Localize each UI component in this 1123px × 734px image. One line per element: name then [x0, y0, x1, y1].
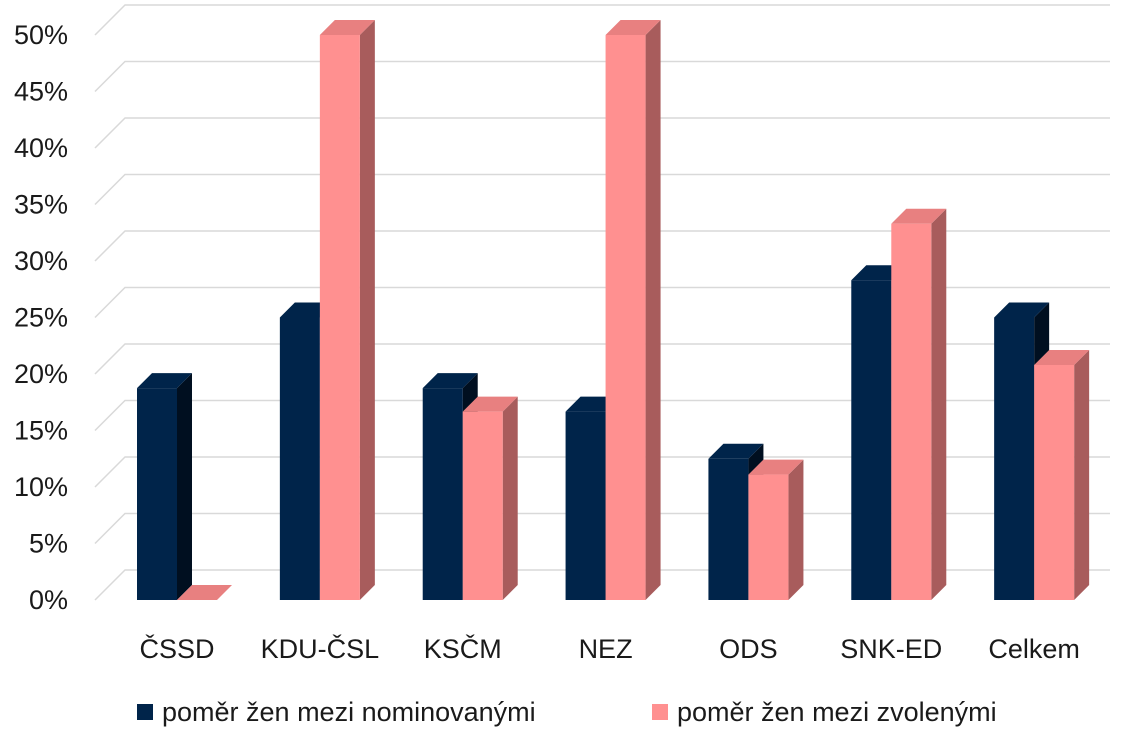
- legend: poměr žen mezi nominovanými poměr žen mez…: [137, 697, 997, 727]
- x-tick-label: NEZ: [579, 634, 633, 664]
- gridline: [94, 399, 1110, 432]
- x-tick-label: ODS: [719, 634, 778, 664]
- gridline: [94, 60, 1110, 93]
- gridline: [94, 230, 1110, 262]
- gridline: [94, 286, 1110, 319]
- bar-elected: [891, 208, 947, 600]
- bars-layer: [137, 20, 1090, 600]
- x-tick-label: Celkem: [988, 634, 1080, 664]
- legend-swatch: [137, 704, 153, 720]
- bar-elected: [177, 585, 232, 600]
- gridline: [94, 456, 1110, 488]
- y-tick-label: 30%: [14, 246, 68, 276]
- y-tick-label: 40%: [14, 133, 68, 163]
- y-tick-label: 5%: [29, 529, 68, 559]
- bar-nominated: [137, 373, 192, 600]
- y-tick-label: 15%: [14, 416, 68, 446]
- legend-label: poměr žen mezi nominovanými: [162, 697, 536, 727]
- legend-swatch: [652, 704, 668, 720]
- y-tick-label: 0%: [29, 585, 68, 615]
- gridline: [94, 4, 1110, 36]
- x-axis-ticks: ČSSD KDU-ČSL KSČM NEZ ODS SNK-ED Celkem: [139, 633, 1079, 664]
- x-tick-label: ČSSD: [139, 633, 214, 664]
- x-tick-label: KDU-ČSL: [261, 633, 380, 664]
- legend-item: poměr žen mezi zvolenými: [652, 697, 997, 727]
- x-tick-label: SNK-ED: [840, 634, 942, 664]
- y-tick-label: 10%: [14, 472, 68, 502]
- x-tick-label: KSČM: [424, 633, 502, 664]
- bar-elected: [462, 396, 518, 600]
- bar-elected: [748, 459, 804, 600]
- gridline: [94, 117, 1110, 149]
- legend-item: poměr žen mezi nominovanými: [137, 697, 536, 727]
- y-tick-label: 45%: [14, 77, 68, 107]
- bar-elected: [605, 20, 661, 600]
- y-tick-label: 20%: [14, 359, 68, 389]
- y-tick-label: 35%: [14, 190, 68, 220]
- bar-elected: [319, 20, 375, 600]
- legend-label: poměr žen mezi zvolenými: [677, 697, 997, 727]
- y-tick-label: 50%: [14, 20, 68, 50]
- y-axis-ticks: 0% 5% 10% 15% 20% 25% 30% 35% 40% 45% 50%: [14, 20, 68, 615]
- gridline: [94, 343, 1110, 375]
- gridline: [94, 173, 1110, 206]
- grid-layer: [94, 4, 1110, 601]
- y-tick-label: 25%: [14, 303, 68, 333]
- bar-elected: [1034, 349, 1090, 600]
